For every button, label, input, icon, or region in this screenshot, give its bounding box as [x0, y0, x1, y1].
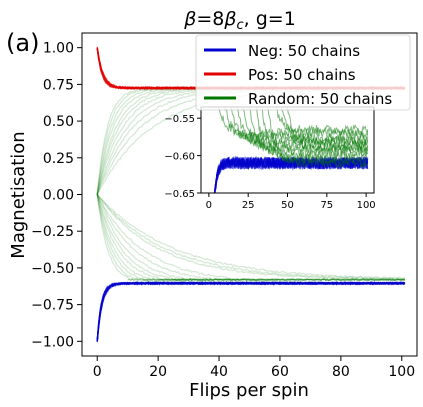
inset-x-tick-label: 0 — [206, 200, 212, 211]
neg-chain-line-7 — [96, 280, 406, 341]
random-chain-line-21 — [96, 193, 405, 281]
main-y-ticks: −1.00 −0.75 −0.50 −0.25 0.00 0.25 0.50 0.75 1.00 — [31, 41, 82, 350]
inset-x-tick-label: 100 — [357, 200, 376, 211]
neg-chain-line-5 — [96, 280, 405, 342]
main-x-tick-label: 80 — [332, 364, 350, 380]
random-plateau-line-1-3 — [173, 278, 406, 282]
main-x-tick-label: 40 — [210, 364, 228, 380]
neg-chain-line-6 — [96, 280, 405, 342]
inset-green-line-10 — [280, 107, 369, 147]
inset-green-line-11 — [286, 107, 369, 154]
inset-y-tick-label: −0.55 — [164, 114, 195, 125]
inset-plot-lines — [208, 107, 369, 193]
inset-x-tick-label: 75 — [320, 200, 333, 211]
main-y-tick-label: 0.75 — [43, 77, 74, 93]
legend: Neg: 50 chains Pos: 50 chains Random: 50… — [195, 34, 411, 111]
inset-chart: 0 25 50 75 100 −0.65 −0.60 −0.55 — [164, 106, 376, 211]
x-axis-label: Flips per spin — [189, 380, 309, 401]
legend-label-neg: Neg: 50 chains — [248, 42, 360, 60]
main-y-tick-label: −0.50 — [31, 261, 74, 277]
legend-label-random: Random: 50 chains — [248, 90, 392, 108]
random-plateau-line-1-0 — [127, 278, 406, 282]
inset-y-ticks: −0.65 −0.60 −0.55 — [164, 114, 201, 200]
inset-x-tick-label: 25 — [242, 200, 255, 211]
main-y-tick-label: 1.00 — [43, 41, 74, 57]
main-y-tick-label: 0.50 — [43, 114, 74, 130]
main-x-tick-label: 60 — [271, 364, 289, 380]
inset-green-line-6 — [255, 107, 369, 162]
neg-chain-line-1 — [96, 280, 406, 343]
legend-label-pos: Pos: 50 chains — [248, 66, 356, 84]
legend-box — [195, 34, 411, 111]
main-x-tick-label: 0 — [93, 364, 102, 380]
neg-chain-line-3 — [96, 281, 406, 342]
random-chain-line-20 — [96, 193, 405, 281]
neg-chain-line-2 — [96, 281, 406, 341]
neg-chain-line-0 — [96, 280, 406, 341]
y-axis-label: Magnetisation — [8, 131, 29, 258]
inset-green-line-8 — [267, 107, 369, 169]
inset-x-tick-label: 50 — [281, 200, 294, 211]
main-y-tick-label: 0.25 — [43, 151, 74, 167]
random-plateau-line-1-1 — [142, 278, 406, 282]
random-chain-line-22 — [96, 194, 406, 280]
inset-x-ticks: 0 25 50 75 100 — [206, 193, 376, 211]
neg-chain-line-4 — [96, 280, 405, 342]
main-y-tick-label: −1.00 — [31, 334, 74, 350]
main-y-tick-label: −0.75 — [31, 298, 74, 314]
inset-green-line-5 — [249, 107, 369, 158]
main-x-tick-label: 20 — [149, 364, 167, 380]
chart-title: β=8βc, g=1 — [183, 8, 296, 33]
inset-y-tick-label: −0.60 — [164, 152, 195, 163]
inset-y-tick-label: −0.65 — [164, 189, 195, 200]
main-y-tick-label: −0.25 — [31, 224, 74, 240]
inset-green-line-9 — [275, 107, 369, 136]
panel-label: (a) — [6, 29, 39, 57]
main-y-tick-label: 0.00 — [43, 188, 74, 204]
main-x-tick-label: 100 — [388, 364, 415, 380]
main-x-ticks: 0 20 40 60 80 100 — [93, 356, 415, 380]
random-plateau-line-1-2 — [158, 278, 406, 282]
